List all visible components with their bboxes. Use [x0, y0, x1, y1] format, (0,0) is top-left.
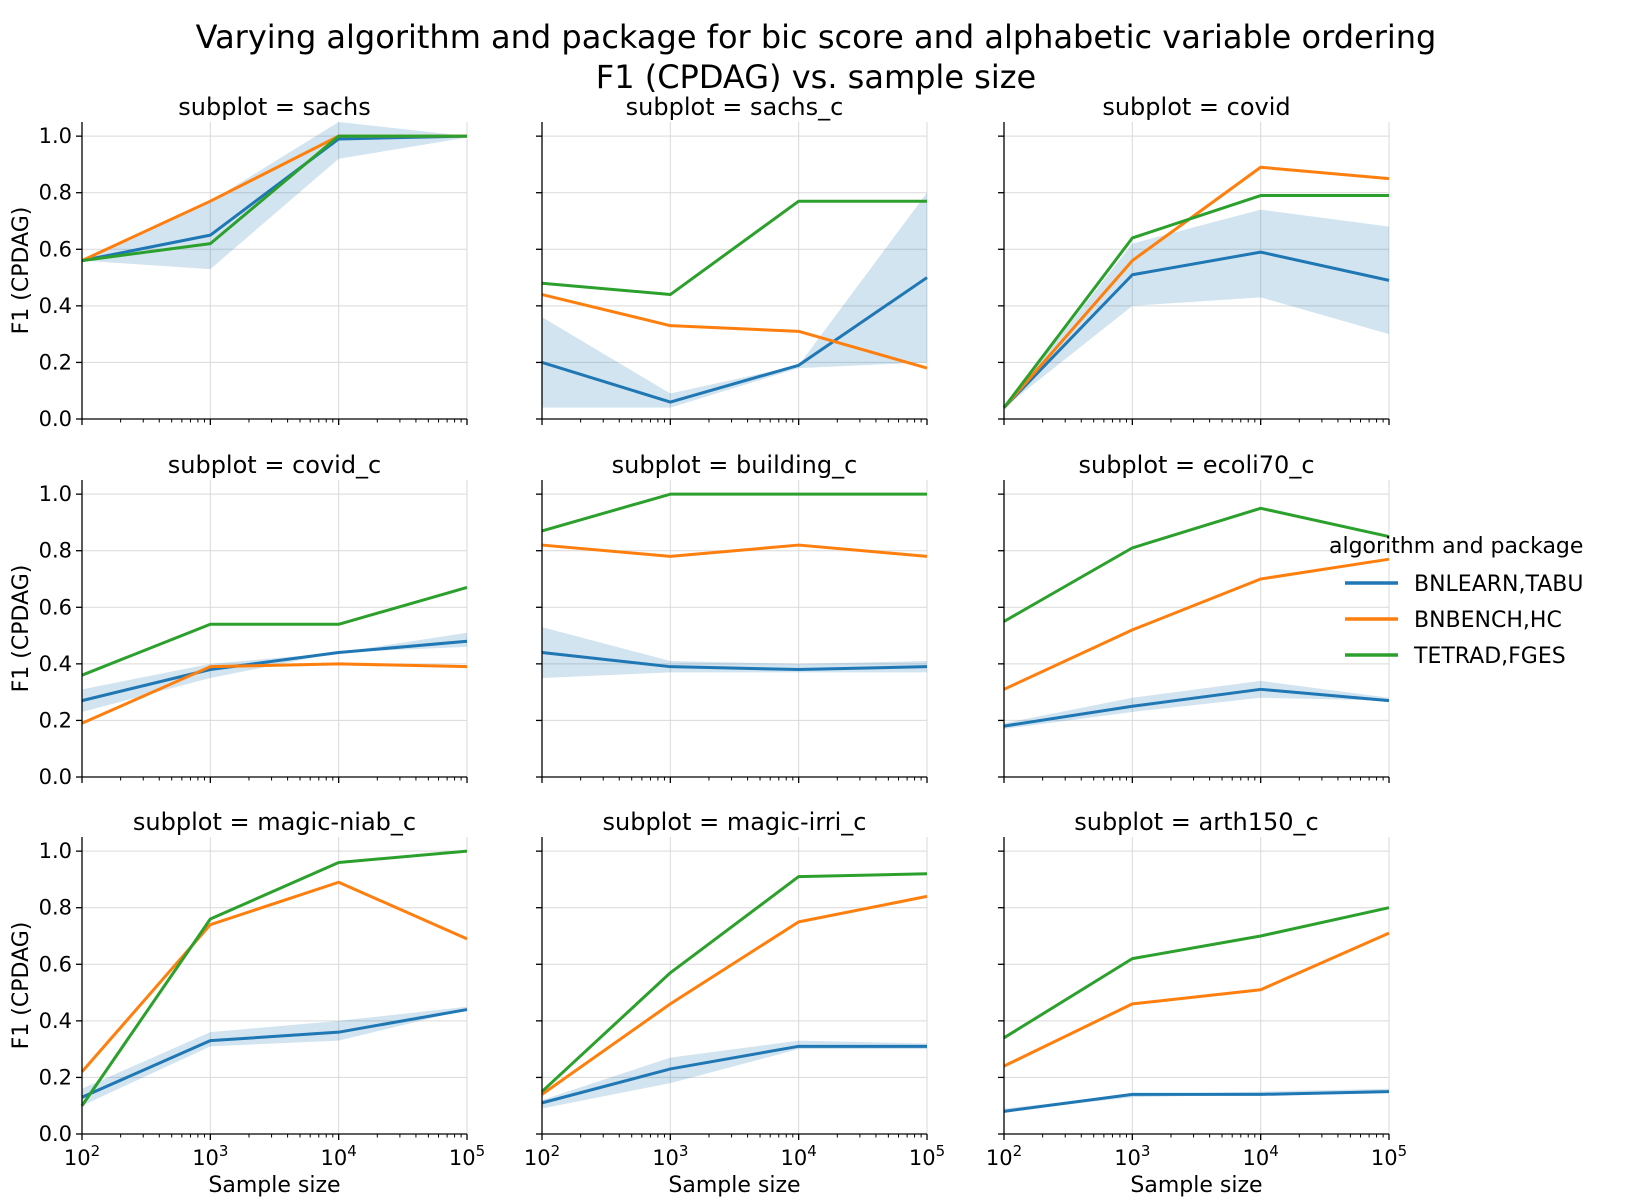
subplot-title: subplot = covid: [1102, 93, 1290, 121]
y-tick-label: 1.0: [39, 482, 72, 506]
y-tick-label: 1.0: [39, 839, 72, 863]
confidence-band: [1004, 209, 1389, 408]
legend: algorithm and package BNLEARN,TABU BNBENC…: [1329, 534, 1583, 669]
x-axis-label: Sample size: [208, 1173, 340, 1198]
subplot-title: subplot = arth150_c: [1074, 808, 1319, 836]
subplot-grid: 0.0 0.2 0.4 0.6 0.8 1.0 F1 (CPDAG) subplot = sa…: [9, 93, 1407, 1198]
legend-entry-label: BNLEARN,TABU: [1414, 572, 1583, 597]
subplot-8: 102 103 104 105 Sample size subplot = magic-i…: [524, 808, 945, 1198]
x-tick-label: 104: [781, 1142, 817, 1170]
legend-title: algorithm and package: [1329, 534, 1583, 559]
y-tick-label: 0.4: [39, 294, 72, 318]
y-axis-label: F1 (CPDAG): [9, 922, 34, 1050]
y-tick-label: 0.6: [39, 237, 72, 261]
series-line: [541, 543, 928, 558]
series-line: [1002, 250, 1390, 409]
confidence-band: [82, 122, 467, 270]
confidence-band: [542, 1040, 927, 1109]
y-tick-label: 1.0: [39, 124, 72, 148]
series-line: [541, 651, 928, 672]
confidence-band: [82, 1006, 467, 1106]
subplot-5: subplot = building_c: [536, 451, 928, 783]
series-line: [81, 586, 468, 677]
y-tick-label: 0.6: [39, 595, 72, 619]
series-line: [80, 880, 468, 1073]
y-tick-label: 0.8: [39, 896, 72, 920]
confidence-band: [542, 192, 927, 408]
y-tick-label: 0.0: [39, 1122, 72, 1146]
series-line: [541, 199, 927, 297]
series-line: [1003, 906, 1390, 1040]
figure-title-line2: F1 (CPDAG) vs. sample size: [596, 58, 1036, 96]
x-tick-label: 103: [1114, 1142, 1150, 1170]
x-tick-label: 102: [986, 1142, 1022, 1170]
x-tick-label: 102: [64, 1142, 100, 1170]
subplot-9: 102 103 104 105 Sample size subplot = arth150…: [986, 808, 1407, 1198]
legend-entries: BNLEARN,TABU BNBENCH,HC TETRAD,FGES: [1345, 572, 1583, 669]
y-tick-label: 0.0: [39, 407, 72, 431]
subplot-4: 0.0 0.2 0.4 0.6 0.8 1.0 F1 (CPDAG) subplot = co…: [9, 451, 468, 789]
x-axis-label: Sample size: [668, 1173, 800, 1198]
x-tick-label: 103: [192, 1142, 228, 1170]
series-line: [81, 134, 467, 263]
y-tick-label: 0.2: [39, 708, 72, 732]
x-tick-label: 105: [1371, 1142, 1407, 1170]
x-tick-label: 104: [321, 1142, 357, 1170]
series-line: [80, 849, 468, 1107]
y-tick-label: 0.0: [39, 765, 72, 789]
confidence-band: [82, 632, 467, 712]
series-line: [541, 293, 928, 370]
y-tick-label: 0.8: [39, 539, 72, 563]
series-line: [1003, 557, 1390, 691]
subplot-title: subplot = sachs: [178, 93, 370, 121]
subplot-title: subplot = magic-niab_c: [133, 808, 416, 836]
subplot-title: subplot = magic-irri_c: [603, 808, 867, 836]
x-tick-label: 102: [524, 1142, 560, 1170]
x-tick-label: 105: [909, 1142, 945, 1170]
y-axis-label: F1 (CPDAG): [9, 565, 34, 693]
series-line: [1003, 931, 1390, 1068]
series-line: [541, 1044, 927, 1105]
y-tick-label: 0.2: [39, 1065, 72, 1089]
x-axis-label: Sample size: [1130, 1173, 1262, 1198]
subplot-2: subplot = sachs_c: [536, 93, 928, 425]
x-tick-label: 103: [652, 1142, 688, 1170]
series-line: [1003, 1090, 1390, 1113]
series-line: [541, 492, 927, 533]
subplot-3: subplot = covid: [998, 93, 1390, 425]
subplot-title: subplot = building_c: [612, 451, 858, 479]
series-line: [81, 662, 468, 725]
x-tick-label: 105: [449, 1142, 485, 1170]
subplot-title: subplot = covid_c: [168, 451, 382, 479]
subplot-title: subplot = ecoli70_c: [1078, 451, 1314, 479]
series-line: [1002, 165, 1390, 409]
x-tick-label: 104: [1243, 1142, 1279, 1170]
y-tick-label: 0.6: [39, 952, 72, 976]
series-line: [81, 639, 468, 703]
series-line: [540, 872, 928, 1093]
subplot-6: subplot = ecoli70_c: [998, 451, 1390, 783]
y-tick-label: 0.4: [39, 1009, 72, 1033]
subplot-title: subplot = sachs_c: [626, 93, 844, 121]
legend-entry-label: TETRAD,FGES: [1413, 644, 1566, 669]
confidence-band: [542, 627, 927, 678]
series-line: [541, 276, 928, 404]
series-line: [1003, 506, 1390, 623]
y-tick-label: 0.4: [39, 652, 72, 676]
series-line: [81, 1008, 468, 1099]
y-tick-label: 0.8: [39, 181, 72, 205]
y-axis-label: F1 (CPDAG): [9, 207, 34, 335]
series-line: [1003, 687, 1390, 728]
y-tick-label: 0.2: [39, 350, 72, 374]
subplot-1: 0.0 0.2 0.4 0.6 0.8 1.0 F1 (CPDAG) subplot = sa…: [9, 93, 468, 431]
figure-title-line1: Varying algorithm and package for bic sc…: [196, 18, 1437, 56]
confidence-band: [1004, 680, 1389, 729]
legend-entry-label: BNBENCH,HC: [1414, 608, 1562, 633]
series-line: [1002, 194, 1389, 409]
subplot-7: 0.0 0.2 0.4 0.6 0.8 1.0 102 103 104 105 Sample siz…: [9, 808, 485, 1198]
series-line: [541, 894, 928, 1096]
